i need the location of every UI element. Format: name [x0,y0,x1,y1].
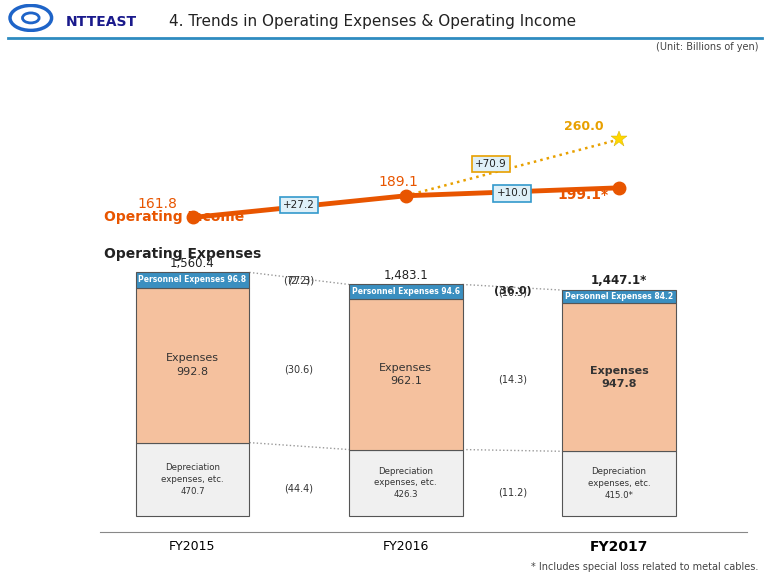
Text: (11.2): (11.2) [497,487,527,497]
Text: * Includes special loss related to metal cables.: * Includes special loss related to metal… [531,562,758,572]
Bar [136,272,249,287]
Text: Personnel Expenses 84.2: Personnel Expenses 84.2 [565,292,673,301]
Text: Expenses
947.8: Expenses 947.8 [590,366,648,389]
Text: 161.8: 161.8 [137,197,177,211]
Text: 1,483.1: 1,483.1 [383,269,428,281]
Text: Depreciation
expenses, etc.
470.7: Depreciation expenses, etc. 470.7 [161,463,224,496]
Text: (36.0): (36.0) [494,286,531,296]
Text: 1,447.1*: 1,447.1* [591,275,647,287]
Text: (44.4): (44.4) [285,484,313,494]
Text: (14.3): (14.3) [498,374,527,384]
Text: Depreciation
expenses, etc.
426.3: Depreciation expenses, etc. 426.3 [374,466,437,499]
Text: Operating Income: Operating Income [104,210,244,224]
Text: (77.3): (77.3) [283,276,315,286]
Bar [136,443,249,516]
Text: Expenses
992.8: Expenses 992.8 [166,354,219,377]
Bar [136,287,249,443]
Text: 4. Trends in Operating Expenses & Operating Income: 4. Trends in Operating Expenses & Operat… [169,14,577,29]
Text: NTTEAST: NTTEAST [65,15,136,29]
Text: Operating Expenses: Operating Expenses [104,247,261,261]
Text: 189.1: 189.1 [379,176,419,190]
Bar [349,450,463,516]
Bar [562,303,676,451]
Text: +70.9: +70.9 [475,158,507,169]
Text: Personnel Expenses 94.6: Personnel Expenses 94.6 [352,287,460,297]
Text: 1,560.4: 1,560.4 [170,257,215,269]
Bar [562,451,676,516]
Text: (10.3): (10.3) [498,288,527,298]
Text: Depreciation
expenses, etc.
415.0*: Depreciation expenses, etc. 415.0* [588,468,651,500]
Text: 199.1*: 199.1* [557,188,609,202]
Text: 260.0: 260.0 [564,120,603,133]
Text: (30.6): (30.6) [285,365,313,375]
Text: Expenses
962.1: Expenses 962.1 [380,363,432,386]
Text: Personnel Expenses 96.8: Personnel Expenses 96.8 [139,276,246,284]
Text: +27.2: +27.2 [283,200,315,210]
Bar [349,299,463,450]
Bar [349,284,463,299]
Text: +10.0: +10.0 [497,188,528,198]
Bar [562,290,676,303]
Text: (Unit: Billions of yen): (Unit: Billions of yen) [656,42,758,51]
Text: (2.2): (2.2) [287,276,310,286]
